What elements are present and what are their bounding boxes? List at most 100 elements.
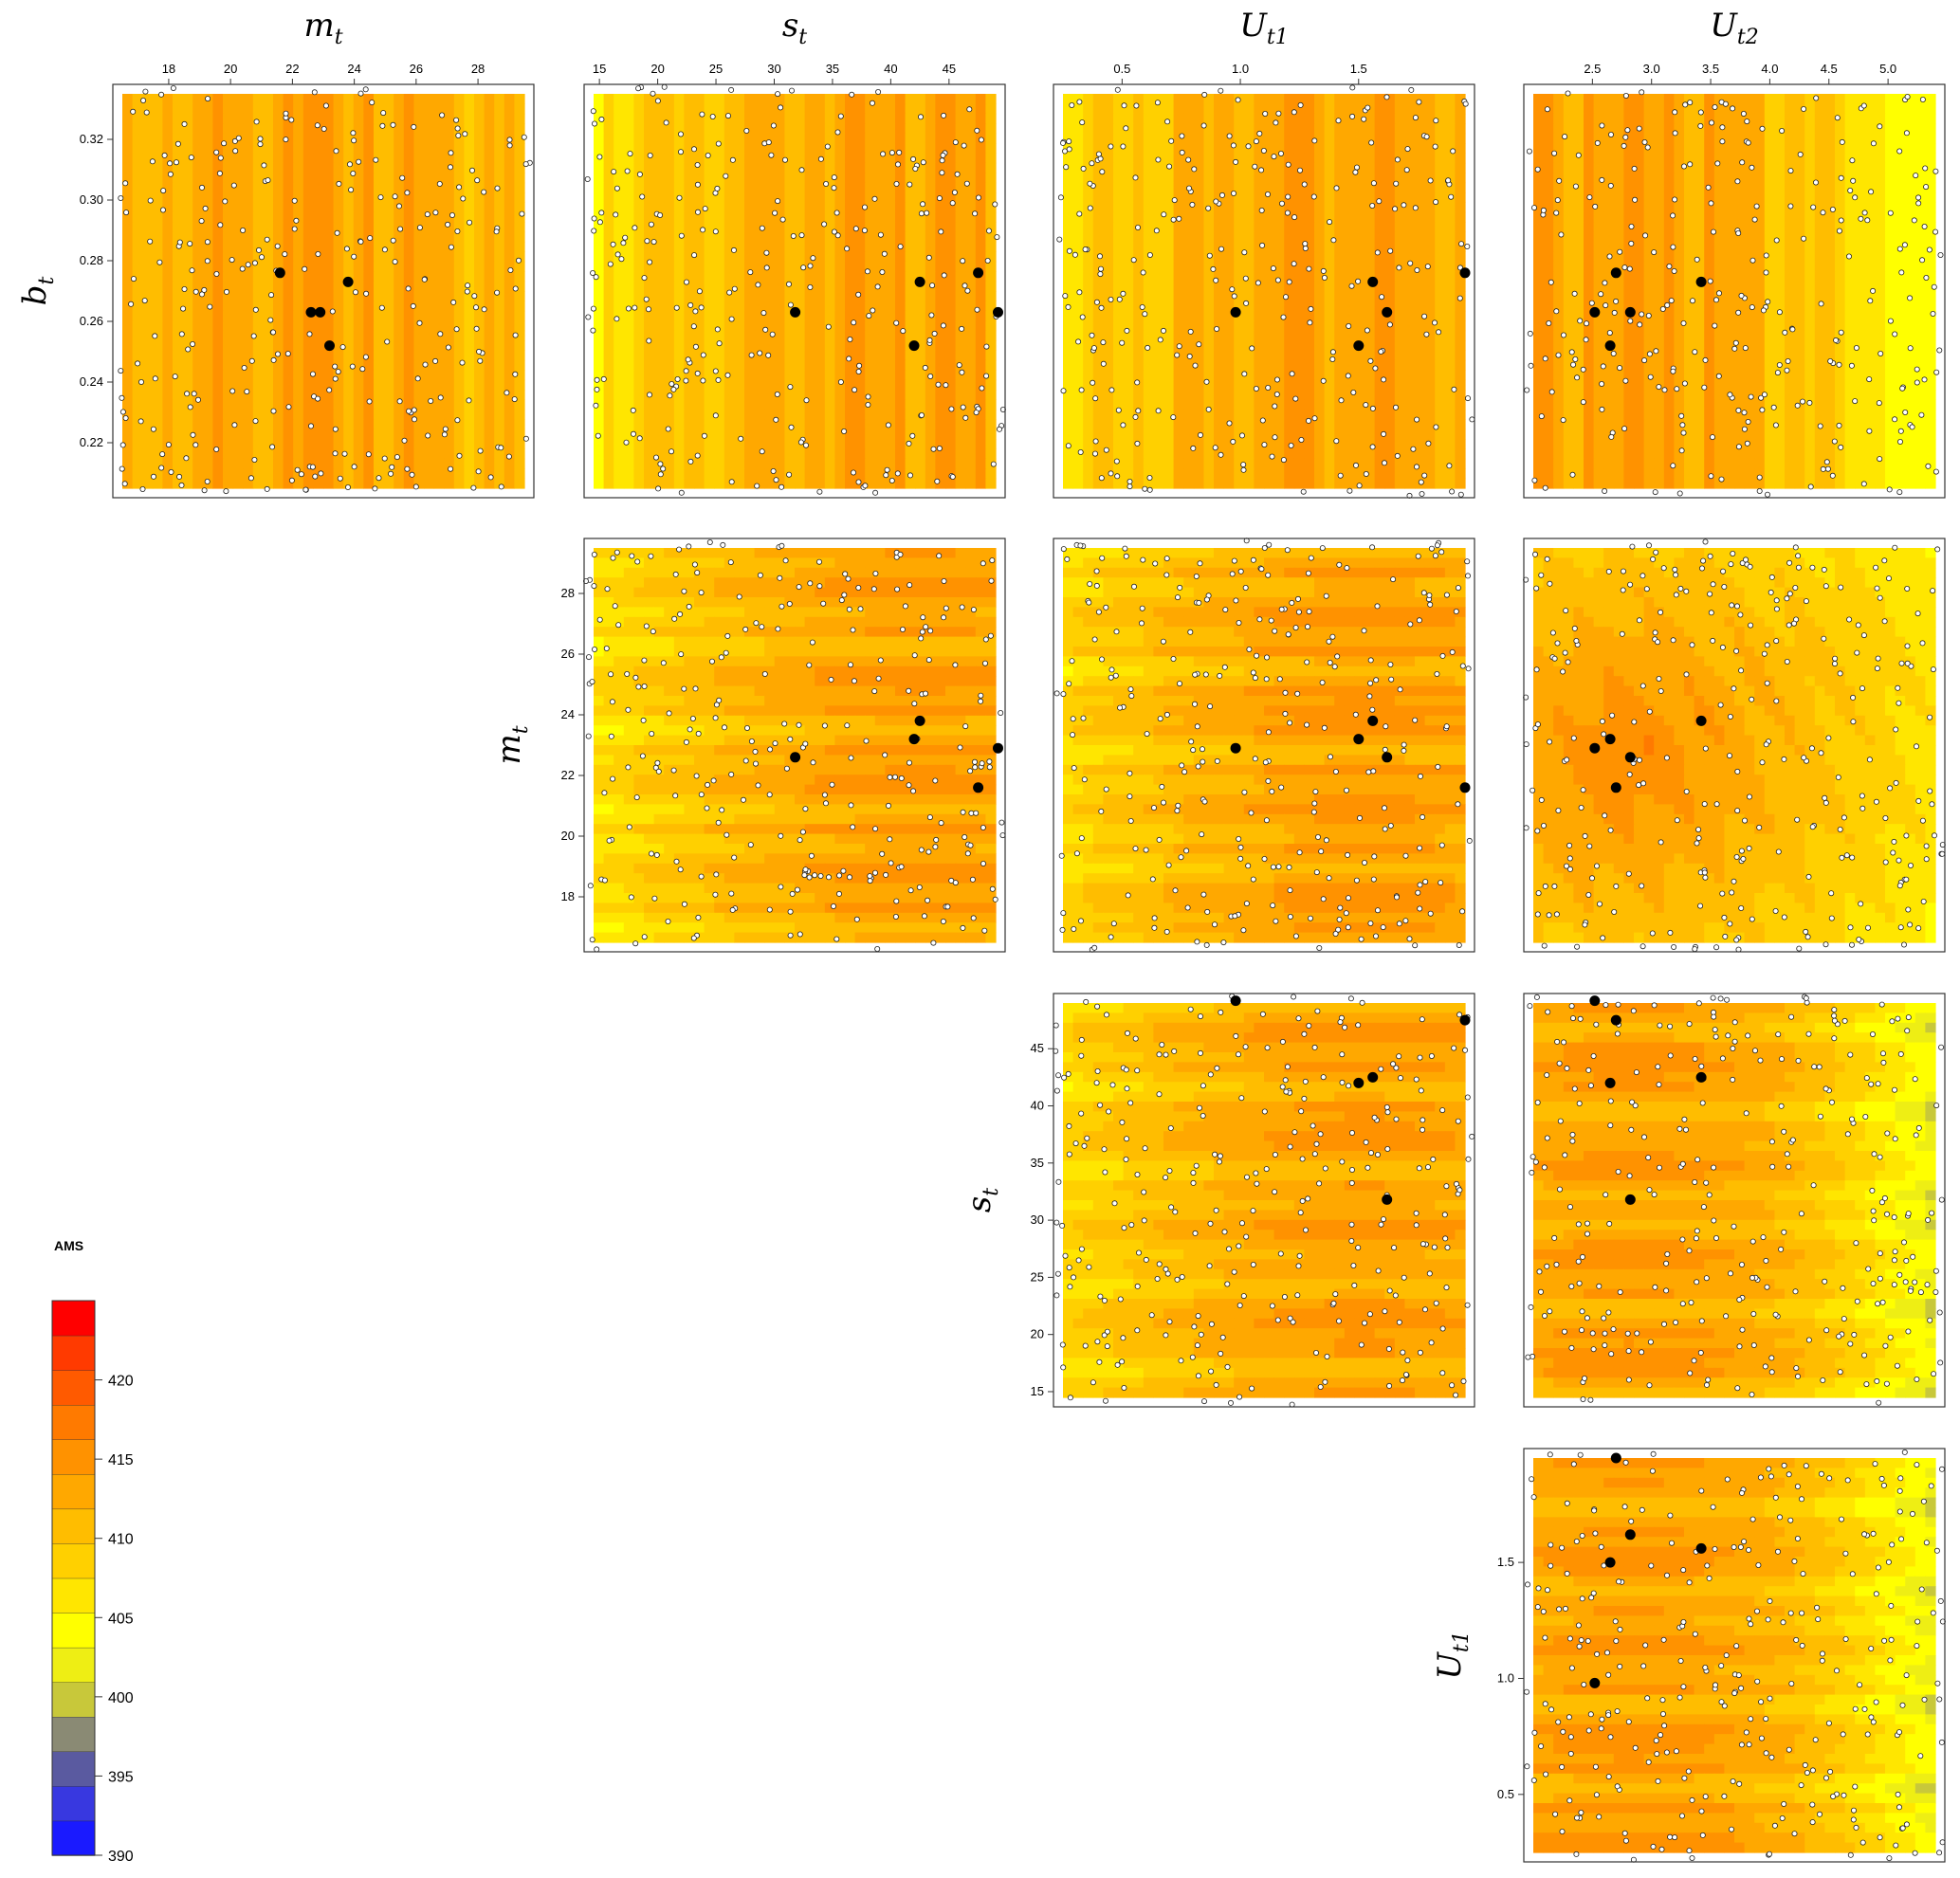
heat-cell [1063,350,1074,361]
heat-cell [1415,202,1426,213]
heat-cell [925,390,936,400]
heat-cell [704,242,715,252]
heat-cell [623,153,634,164]
heat-cell [834,478,846,489]
sample-point [312,473,319,480]
heat-cell [885,370,896,381]
heat-cell [623,143,634,154]
heat-cell [283,448,294,460]
heat-cell [1234,192,1245,203]
heat-cell [594,281,605,292]
heat-cell [1374,281,1385,292]
heat-cell [1365,261,1376,272]
heat-cell [704,153,715,164]
heat-cell [1344,271,1355,283]
heat-cell [1254,202,1265,213]
heat-cell [915,468,926,480]
sample-point [888,150,895,156]
heat-cell [232,419,244,430]
heat-cell [1203,162,1215,173]
heat-cell [965,399,977,410]
sample-point [376,475,382,482]
heat-cell [504,310,515,321]
heat-cell [1183,271,1195,283]
sample-point [632,304,638,311]
top-tick-label: 45 [943,62,956,76]
heat-cell [1444,350,1456,361]
sample-point [912,165,919,172]
heat-cell [353,439,364,449]
heat-cell [252,468,264,480]
heat-cell [1344,192,1355,203]
heat-cell [1153,330,1164,341]
heat-cell [1455,173,1466,184]
heat-cell [633,301,645,312]
heat-cell [915,123,926,135]
heat-cell [453,291,465,301]
heat-cell [1113,340,1125,351]
heat-cell [1214,261,1225,272]
heat-cell [834,428,846,440]
heat-cell [885,399,896,410]
sample-point [949,473,956,480]
heat-cell [1384,143,1396,154]
sample-point [381,246,388,253]
heat-cell [1354,242,1365,252]
heat-cell [1072,153,1084,164]
heat-cell [453,428,465,440]
top-tick-label: 20 [650,62,664,76]
heat-cell [633,281,645,292]
sample-point [477,357,484,364]
heat-cell [1103,103,1114,115]
heat-cell [232,231,244,243]
heat-cell [1143,281,1154,292]
heat-cell [664,261,675,272]
heat-cell [1404,231,1416,243]
heat-cell [653,478,665,489]
heat-cell [444,379,455,391]
heat-cell [514,390,525,400]
heat-cell [313,291,324,301]
heat-cell [865,330,876,341]
heat-cell [1234,350,1245,361]
heat-cell [383,399,394,410]
heat-cell [734,271,745,283]
heat-cell [673,202,685,213]
heat-cell [1173,153,1184,164]
heat-cell [212,291,224,301]
heat-cell [1183,330,1195,341]
heat-cell [1284,182,1295,193]
heat-cell [232,330,244,341]
heat-cell [673,94,685,104]
heat-cell [132,162,143,173]
heat-cell [1374,123,1385,135]
heat-cell [694,428,705,440]
sample-point [455,132,462,138]
heat-cell [764,162,776,173]
heat-cell [895,153,907,164]
heat-cell [374,261,385,272]
heat-cell [1365,153,1376,164]
sample-point [699,111,705,118]
heat-cell [653,448,665,460]
heat-cell [403,153,414,164]
heat-cell [223,340,234,351]
heat-cell [453,143,465,154]
heat-cell [394,153,405,164]
heat-cell [273,182,284,193]
heat-cell [1254,350,1265,361]
heat-cell [343,428,355,440]
heat-cell [514,192,525,203]
heat-cell [474,370,485,381]
heat-cell [1063,192,1074,203]
heat-cell [874,192,886,203]
heat-cell [684,320,695,332]
heat-cell [734,458,745,469]
heat-cell [142,419,154,430]
heat-cell [594,468,605,480]
heat-cell [453,261,465,272]
heat-cell [273,222,284,233]
sample-point [773,416,779,423]
heat-cell [1374,242,1385,252]
heat-cell [152,182,163,193]
